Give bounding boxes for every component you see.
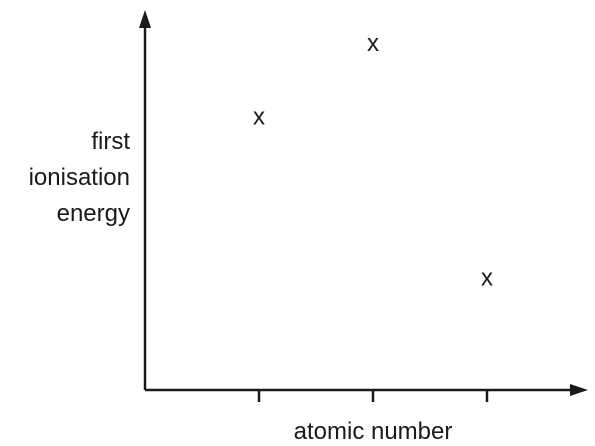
x-ticks: [257, 390, 489, 402]
x-axis-label: atomic number: [293, 418, 453, 445]
y-axis-arrow: [139, 10, 151, 28]
data-point-marker: x: [253, 103, 265, 130]
y-axis-label: first ionisation energy: [29, 124, 130, 232]
axes: [139, 10, 588, 396]
y-axis-label-line: first: [91, 128, 130, 155]
y-axis-label-line: ionisation: [28, 164, 130, 191]
data-point-marker: x: [481, 264, 493, 291]
data-points: x x x: [253, 30, 493, 292]
y-axis-label-line: energy: [56, 200, 130, 227]
x-axis-arrow: [570, 384, 588, 396]
data-point-marker: x: [367, 30, 379, 57]
